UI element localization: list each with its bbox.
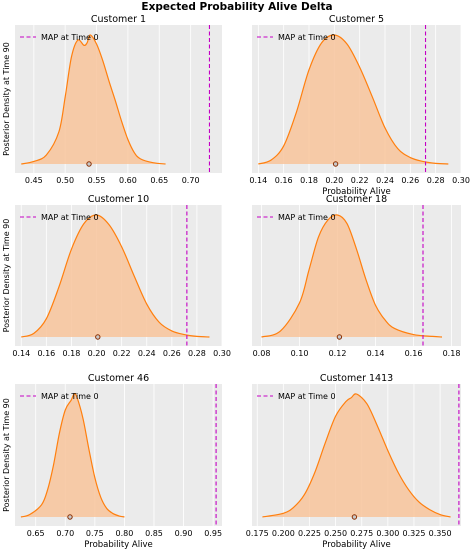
panel-title: Customer 5 <box>329 14 384 25</box>
panel-title: Customer 10 <box>88 194 149 205</box>
point-estimate-marker <box>351 514 358 520</box>
x-tick-label: 0.10 <box>291 349 309 358</box>
density-area <box>21 34 166 165</box>
legend-label: MAP at Time 0 <box>41 392 99 401</box>
x-tick-label: 0.14 <box>367 349 385 358</box>
x-axis-label: Probability Alive <box>322 540 390 550</box>
point-estimate-marker <box>86 161 92 167</box>
x-tick-label: 0.28 <box>427 176 445 185</box>
x-tick-label: 0.12 <box>329 349 347 358</box>
density-line <box>21 34 166 165</box>
figure-title: Expected Probability Alive Delta <box>141 1 333 13</box>
point-estimate-marker <box>67 514 73 520</box>
x-tick-label: 0.90 <box>175 529 193 538</box>
chart-panel: 0.65 0.70 0.75 0.80 0.85 0.90 0.95 MAP at Time … <box>2 373 222 550</box>
density-area <box>20 393 125 517</box>
x-tick-label: 0.26 <box>401 176 419 185</box>
x-tick-label: 0.70 <box>56 529 74 538</box>
density-line <box>262 393 451 518</box>
x-tick-label: 0.14 <box>12 349 30 358</box>
x-tick-label: 0.24 <box>376 176 394 185</box>
x-axis-label: Probability Alive <box>84 540 152 550</box>
x-axis-label: Probability Alive <box>322 187 390 197</box>
panel-title: Customer 46 <box>88 373 149 384</box>
legend-label: MAP at Time 0 <box>41 33 99 42</box>
x-tick-label: 0.200 <box>272 529 295 538</box>
x-tick-label: 0.26 <box>163 349 181 358</box>
panel-title: Customer 1 <box>91 14 146 25</box>
x-tick-label: 0.275 <box>350 529 373 538</box>
x-tick-label: 0.95 <box>204 529 222 538</box>
density-line <box>258 34 449 165</box>
x-tick-label: 0.55 <box>88 176 106 185</box>
x-tick-label: 0.350 <box>429 529 452 538</box>
density-area <box>21 214 210 337</box>
x-tick-label: 0.18 <box>300 176 318 185</box>
density-line <box>20 393 125 518</box>
density-line <box>261 214 443 338</box>
chart-panel: 0.45 0.50 0.55 0.60 0.65 0.70 MAP at Time 0 Cus… <box>2 14 222 185</box>
x-tick-label: 0.70 <box>182 176 200 185</box>
panel-title: Customer 1413 <box>320 373 393 384</box>
chart-panel: 0.08 0.10 0.12 0.14 0.16 0.18 MAP at Time 0 Cus… <box>252 194 461 358</box>
panel-title: Customer 18 <box>326 194 387 205</box>
legend-label: MAP at Time 0 <box>278 392 336 401</box>
x-tick-label: 0.65 <box>27 529 45 538</box>
y-axis-label: Posterior Density at Time 90 <box>2 219 11 333</box>
x-tick-label: 0.80 <box>116 529 134 538</box>
y-axis-label: Posterior Density at Time 90 <box>2 398 11 512</box>
x-tick-label: 0.45 <box>25 176 43 185</box>
legend-label: MAP at Time 0 <box>278 213 336 222</box>
x-tick-label: 0.30 <box>452 176 470 185</box>
x-tick-label: 0.50 <box>56 176 74 185</box>
x-tick-label: 0.325 <box>403 529 426 538</box>
chart-panel: 0.14 0.16 0.18 0.20 0.22 0.24 0.26 0.28 0.30 MAP … <box>249 14 469 197</box>
x-tick-label: 0.75 <box>86 529 104 538</box>
x-tick-label: 0.20 <box>325 176 343 185</box>
x-tick-label: 0.22 <box>351 176 369 185</box>
density-area <box>258 34 449 164</box>
x-tick-label: 0.28 <box>188 349 206 358</box>
x-tick-label: 0.85 <box>145 529 163 538</box>
x-tick-label: 0.250 <box>324 529 347 538</box>
point-estimate-marker <box>336 334 343 340</box>
x-tick-label: 0.18 <box>443 349 461 358</box>
x-tick-label: 0.175 <box>246 529 269 538</box>
chart-panel: 0.175 0.200 0.225 0.250 0.275 0.300 0.325 0.350… <box>246 373 461 550</box>
x-tick-label: 0.65 <box>150 176 168 185</box>
density-line <box>21 214 210 338</box>
point-estimate-marker <box>332 161 339 167</box>
x-tick-label: 0.14 <box>249 176 267 185</box>
legend-label: MAP at Time 0 <box>278 33 336 42</box>
x-tick-label: 0.60 <box>119 176 137 185</box>
x-tick-label: 0.16 <box>275 176 293 185</box>
x-tick-label: 0.20 <box>88 349 106 358</box>
chart-panel: 0.14 0.16 0.18 0.20 0.22 0.24 0.26 0.28 0.30 MAP … <box>2 194 231 358</box>
legend-label: MAP at Time 0 <box>41 213 99 222</box>
x-tick-label: 0.300 <box>376 529 399 538</box>
x-tick-label: 0.08 <box>253 349 271 358</box>
y-axis-label: Posterior Density at Time 90 <box>2 42 11 156</box>
x-tick-label: 0.16 <box>37 349 55 358</box>
x-tick-label: 0.22 <box>113 349 131 358</box>
x-tick-label: 0.18 <box>63 349 81 358</box>
point-estimate-marker <box>95 334 101 340</box>
x-tick-label: 0.225 <box>298 529 321 538</box>
x-tick-label: 0.24 <box>138 349 156 358</box>
density-area <box>261 214 442 337</box>
x-tick-label: 0.16 <box>405 349 423 358</box>
x-tick-label: 0.30 <box>213 349 231 358</box>
